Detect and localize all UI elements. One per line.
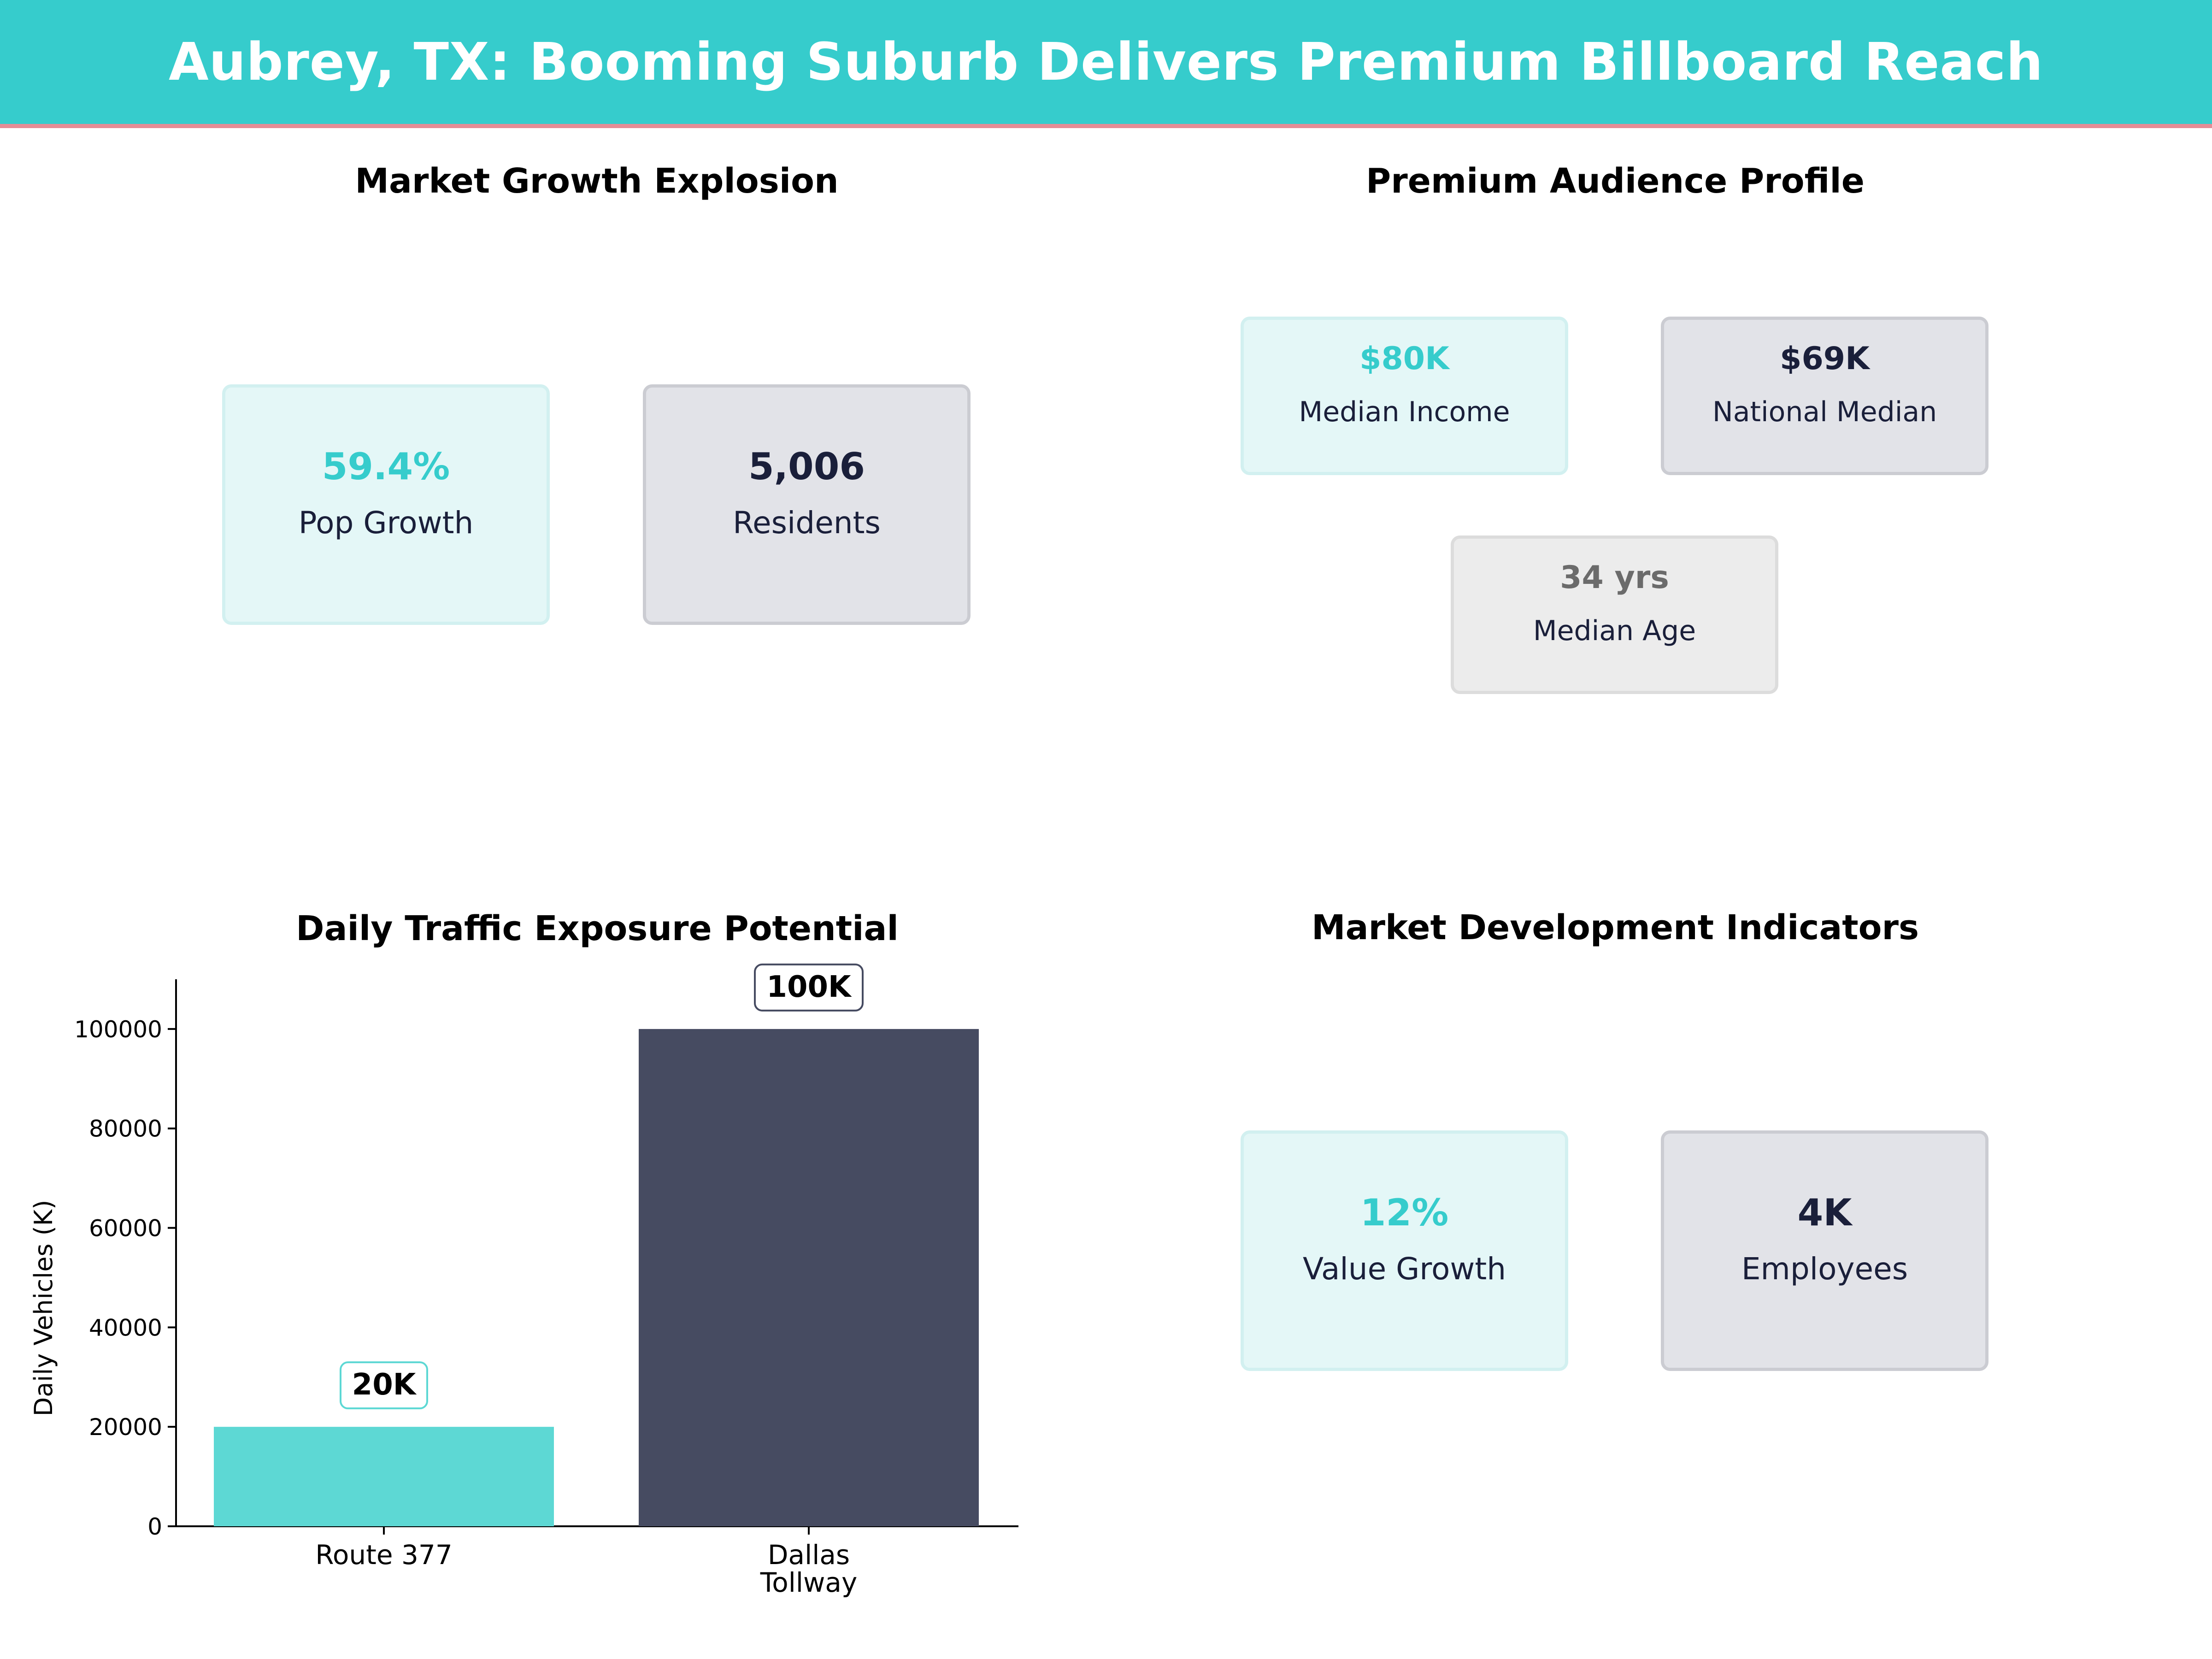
page-title: Aubrey, TX: Booming Suburb Delivers Prem…	[168, 32, 2044, 92]
pop-growth-value: 59.4%	[322, 445, 450, 488]
y-tick-label: 60000	[89, 1215, 162, 1242]
employees-label: Employees	[1741, 1251, 1908, 1287]
y-tick-label: 0	[147, 1513, 162, 1540]
x-tick-label: Dallas	[768, 1539, 850, 1571]
market-growth-title: Market Growth Explosion	[355, 161, 839, 201]
national-median-value: $69K	[1780, 341, 1870, 377]
national-median-label: National Median	[1712, 396, 1937, 428]
data-label-box	[340, 1361, 428, 1410]
median-age-label: Median Age	[1533, 615, 1696, 647]
value-growth-card: 12% Value Growth	[1241, 1130, 1568, 1371]
residents-value: 5,006	[748, 445, 865, 488]
y-tick-label: 40000	[89, 1314, 162, 1341]
value-growth-value: 12%	[1360, 1191, 1449, 1234]
employees-card: 4K Employees	[1661, 1130, 1988, 1371]
data-label-box	[754, 963, 864, 1012]
x-tick-label: Tollway	[760, 1567, 858, 1598]
median-age-card: 34 yrs Median Age	[1451, 535, 1778, 694]
audience-title: Premium Audience Profile	[1366, 161, 1865, 201]
data-label: 20K	[352, 1368, 417, 1402]
employees-value: 4K	[1797, 1191, 1852, 1234]
residents-card: 5,006 Residents	[643, 384, 971, 625]
y-tick-label: 20000	[89, 1414, 162, 1441]
residents-label: Residents	[733, 505, 881, 541]
chart-title: Daily Traffic Exposure Potential	[296, 909, 899, 948]
pop-growth-label: Pop Growth	[298, 505, 474, 541]
median-income-value: $80K	[1359, 341, 1449, 377]
y-axis-label: Daily Vehicles (K)	[29, 1200, 58, 1417]
bar-2	[639, 1029, 979, 1526]
median-income-card: $80K Median Income	[1241, 317, 1568, 475]
data-label: 100K	[766, 970, 852, 1004]
value-growth-label: Value Growth	[1302, 1251, 1506, 1287]
national-median-card: $69K National Median	[1661, 317, 1988, 475]
header-banner: Aubrey, TX: Booming Suburb Delivers Prem…	[0, 0, 2212, 128]
median-income-label: Median Income	[1299, 396, 1510, 428]
bar-1	[214, 1427, 554, 1526]
x-tick-label: Route 377	[315, 1539, 453, 1571]
pop-growth-card: 59.4% Pop Growth	[222, 384, 550, 625]
median-age-value: 34 yrs	[1560, 559, 1669, 596]
y-tick-label: 100000	[74, 1016, 162, 1043]
development-title: Market Development Indicators	[1311, 908, 1919, 947]
y-tick-label: 80000	[89, 1116, 162, 1142]
